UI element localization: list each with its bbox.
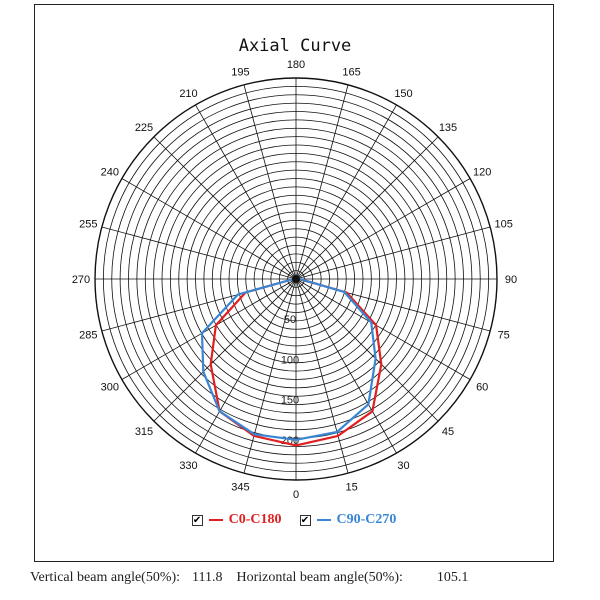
grid-spoke	[295, 278, 397, 454]
angle-label: 150	[394, 88, 412, 100]
grid-spoke	[121, 178, 297, 280]
grid-spoke	[243, 278, 297, 474]
angle-label: 165	[342, 66, 360, 78]
angle-label: 285	[79, 330, 97, 342]
grid-spoke	[295, 178, 471, 280]
grid-spoke	[295, 278, 439, 422]
angle-label: 210	[179, 88, 197, 100]
grid-spoke	[295, 278, 349, 474]
center-dot	[292, 275, 300, 283]
vertical-beam-angle-value: 111.8	[192, 570, 223, 585]
polar-grid	[94, 77, 498, 481]
legend-item-c90-c270[interactable]: ✔ C90-C270	[299, 512, 397, 528]
chart-frame: Axial Curve 180 165 150 135 120 105 90 75 60 45 30…	[34, 4, 554, 562]
angle-labels: 1801651501351201059075604530150345330315…	[72, 59, 517, 501]
center-marker	[292, 275, 300, 283]
angle-label: 330	[179, 460, 197, 472]
horizontal-beam-angle-value: 105.1	[436, 570, 469, 585]
beam-angle-footer: Vertical beam angle(50%): 111.8 Horizont…	[30, 570, 590, 586]
grid-spoke	[101, 226, 297, 280]
angle-label: 0	[293, 489, 299, 501]
angle-label: 345	[231, 482, 249, 494]
grid-spoke	[121, 278, 297, 380]
angle-label: 60	[476, 382, 488, 394]
angle-label: 15	[345, 482, 357, 494]
legend-label-c0-c180: C0-C180	[228, 512, 282, 527]
grid-spoke	[295, 226, 491, 280]
polar-chart: Axial Curve 1801651501351201059075604530…	[72, 36, 517, 501]
chart-title: Axial Curve	[239, 36, 352, 56]
angle-label: 120	[473, 167, 491, 179]
angle-label: 135	[439, 122, 457, 134]
legend-swatch-c90-c270	[316, 519, 331, 521]
angle-label: 45	[442, 426, 454, 438]
grid-spoke	[153, 278, 297, 422]
grid-spoke	[195, 278, 297, 454]
grid-spoke	[295, 136, 439, 280]
legend-label-c90-c270: C90-C270	[336, 512, 397, 527]
legend-checkbox-c0-c180[interactable]: ✔	[191, 514, 203, 526]
angle-label: 90	[505, 274, 517, 286]
grid-spoke	[295, 278, 471, 380]
radial-label: 50	[284, 314, 296, 326]
angle-label: 315	[135, 426, 153, 438]
grid-spoke	[195, 104, 297, 280]
angle-label: 195	[231, 66, 249, 78]
radial-label: 100	[281, 354, 299, 366]
legend-swatch-c0-c180	[208, 519, 223, 521]
legend: ✔ C0-C180 ✔ C90-C270	[35, 512, 553, 528]
legend-checkbox-c90-c270[interactable]: ✔	[299, 514, 311, 526]
angle-label: 30	[397, 460, 409, 472]
angle-label: 225	[135, 122, 153, 134]
grid-spoke	[243, 84, 297, 280]
radial-label: 150	[281, 395, 299, 407]
angle-label: 240	[101, 167, 119, 179]
angle-label: 75	[498, 330, 510, 342]
grid-spoke	[295, 104, 397, 280]
grid-spoke	[295, 84, 349, 280]
angle-label: 180	[287, 59, 305, 71]
angle-label: 255	[79, 218, 97, 230]
angle-label: 300	[101, 382, 119, 394]
legend-item-c0-c180[interactable]: ✔ C0-C180	[191, 512, 282, 528]
angle-label: 270	[72, 274, 90, 286]
angle-label: 105	[495, 218, 513, 230]
vertical-beam-angle-label: Vertical beam angle(50%):	[30, 570, 181, 585]
horizontal-beam-angle-label: Horizontal beam angle(50%):	[236, 570, 403, 585]
grid-spoke	[153, 136, 297, 280]
